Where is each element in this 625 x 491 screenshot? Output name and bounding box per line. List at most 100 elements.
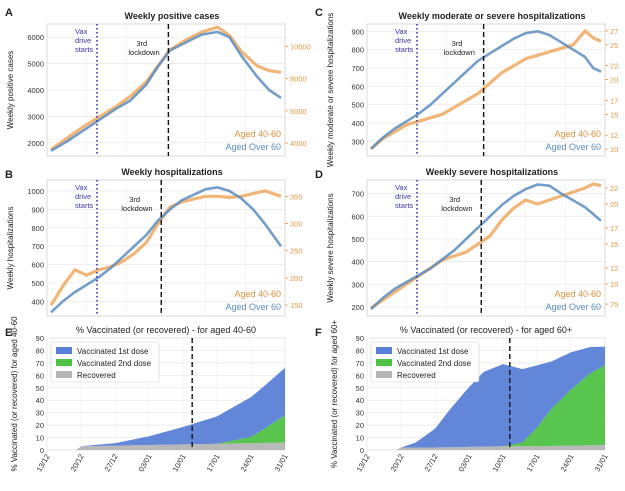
- legend-swatch: [376, 371, 392, 378]
- ylabel: Weekly moderate or severe hospitalizatio…: [326, 13, 335, 168]
- xtick-label: 20/12: [69, 453, 86, 474]
- legend-aged-40-60: Aged 40-60: [234, 289, 281, 299]
- ytick-left-label: 3000: [27, 112, 44, 121]
- legend-label: Vaccinated 2nd dose: [397, 359, 472, 368]
- xtick-label: 27/12: [103, 453, 120, 474]
- chart-title: Weekly hospitalizations: [121, 167, 222, 177]
- lockdown-word: 3rd: [129, 195, 140, 204]
- vax-drive-word: starts: [75, 201, 94, 210]
- legend: Vaccinated 1st dose Vaccinated 2nd dose Re…: [370, 341, 480, 383]
- panel-letter: B: [5, 169, 13, 181]
- ytick-right-label: 22: [610, 184, 618, 193]
- ytick-right-label: 17: [610, 224, 618, 233]
- ytick-label: 60: [36, 371, 44, 380]
- area-vaccinated-1st-dose: [367, 346, 605, 450]
- ytick-label: 70: [36, 359, 44, 368]
- legend-aged-over-60: Aged Over 60: [545, 302, 601, 312]
- xtick-label: 24/01: [239, 453, 256, 474]
- ytick-left-label: 200: [351, 303, 364, 312]
- legend-aged-40-60: Aged 40-60: [554, 289, 601, 299]
- legend-swatch: [56, 347, 72, 354]
- panel-e: E % Vaccinated (or recovered) - for aged …: [5, 316, 290, 473]
- ytick-right-label: 150: [290, 301, 303, 310]
- lockdown-label: 3rd lockdown: [444, 39, 475, 57]
- vax-drive-word: drive: [395, 192, 411, 201]
- ytick-left-label: 600: [351, 82, 364, 91]
- chart-title: % Vaccinated (or recovered) - for aged 4…: [76, 325, 256, 335]
- ytick-label: 30: [36, 409, 44, 418]
- vax-drive-label: Vax drive starts: [395, 183, 414, 210]
- legend-label: Recovered: [77, 371, 116, 380]
- panel-letter: A: [5, 7, 13, 19]
- xtick-label: 13/12: [35, 453, 52, 474]
- ytick-left-label: 300: [351, 280, 364, 289]
- ytick-right-label: 20: [610, 200, 618, 209]
- ytick-label: 60: [356, 371, 364, 380]
- ytick-left-label: 700: [351, 64, 364, 73]
- ytick-right-label: 250: [290, 247, 303, 256]
- ytick-right-label: 25: [610, 41, 618, 50]
- xtick-label: 17/01: [525, 453, 542, 474]
- legend-label: Recovered: [397, 371, 436, 380]
- ytick-left-label: 800: [351, 46, 364, 55]
- vax-drive-label: Vax drive starts: [75, 183, 94, 210]
- ytick-right-label: 10000: [290, 43, 311, 52]
- lockdown-word: lockdown: [444, 48, 475, 57]
- lockdown-label: 3rd lockdown: [121, 195, 152, 213]
- ytick-left-label: 4000: [27, 86, 44, 95]
- lockdown-label: 3rd lockdown: [128, 39, 159, 57]
- vax-drive-word: starts: [395, 201, 414, 210]
- lockdown-word: 3rd: [452, 39, 463, 48]
- vax-drive-label: Vax drive starts: [395, 27, 414, 54]
- lockdown-word: lockdown: [128, 48, 159, 57]
- ytick-left-label: 800: [31, 224, 44, 233]
- ytick-label: 30: [356, 409, 364, 418]
- legend-swatch: [56, 371, 72, 378]
- panel-d: D Weekly severe hospitalizations 200 300 400…: [315, 167, 618, 317]
- legend-label: Vaccinated 1st dose: [397, 347, 469, 356]
- vax-drive-word: Vax: [395, 183, 408, 192]
- vax-drive-word: Vax: [75, 27, 88, 36]
- area-vaccinated-2nd-dose: [367, 365, 605, 450]
- xtick-label: 31/01: [273, 453, 290, 474]
- legend-box: [370, 341, 480, 383]
- chart-title: Weekly moderate or severe hospitalizatio…: [399, 11, 586, 21]
- ytick-right-label: 75: [610, 300, 618, 309]
- panel-letter: C: [315, 7, 323, 19]
- area-recovered: [47, 442, 285, 450]
- vax-drive-word: drive: [75, 36, 91, 45]
- series-line-aged-40-60: [370, 182, 602, 310]
- series-line-aged-over-60: [370, 30, 602, 150]
- ytick-left-label: 600: [351, 212, 364, 221]
- legend-aged-over-60: Aged Over 60: [225, 302, 281, 312]
- ytick-left-label: 2000: [27, 139, 44, 148]
- legend-box: [50, 341, 160, 383]
- ytick-label: 80: [36, 346, 44, 355]
- ytick-right-label: 6000: [290, 107, 307, 116]
- xtick-label: 31/01: [593, 453, 610, 474]
- legend-swatch: [376, 359, 392, 366]
- xtick-label: 10/01: [171, 453, 188, 474]
- ytick-right-label: 12: [610, 264, 618, 273]
- ylabel: Weekly positive cases: [6, 51, 15, 130]
- ytick-label: 70: [356, 359, 364, 368]
- area-recovered: [367, 445, 605, 450]
- panel-c: C Weekly moderate or severe hospitalizati…: [315, 7, 618, 167]
- ytick-right-label: 20: [610, 76, 618, 85]
- xtick-label: 10/01: [491, 453, 508, 474]
- xtick-label: 03/01: [137, 453, 154, 474]
- ytick-label: 50: [356, 384, 364, 393]
- ytick-left-label: 700: [31, 242, 44, 251]
- vax-drive-word: Vax: [395, 27, 408, 36]
- ytick-right-label: 300: [290, 220, 303, 229]
- ytick-right-label: 22: [610, 62, 618, 71]
- legend-label: Vaccinated 1st dose: [77, 347, 149, 356]
- ytick-left-label: 600: [31, 261, 44, 270]
- xtick-label: 17/01: [205, 453, 222, 474]
- legend-aged-over-60: Aged Over 60: [225, 142, 281, 152]
- ytick-right-label: 17: [610, 96, 618, 105]
- ytick-label: 0: [360, 446, 364, 455]
- ytick-left-label: 500: [351, 235, 364, 244]
- ytick-label: 10: [36, 434, 44, 443]
